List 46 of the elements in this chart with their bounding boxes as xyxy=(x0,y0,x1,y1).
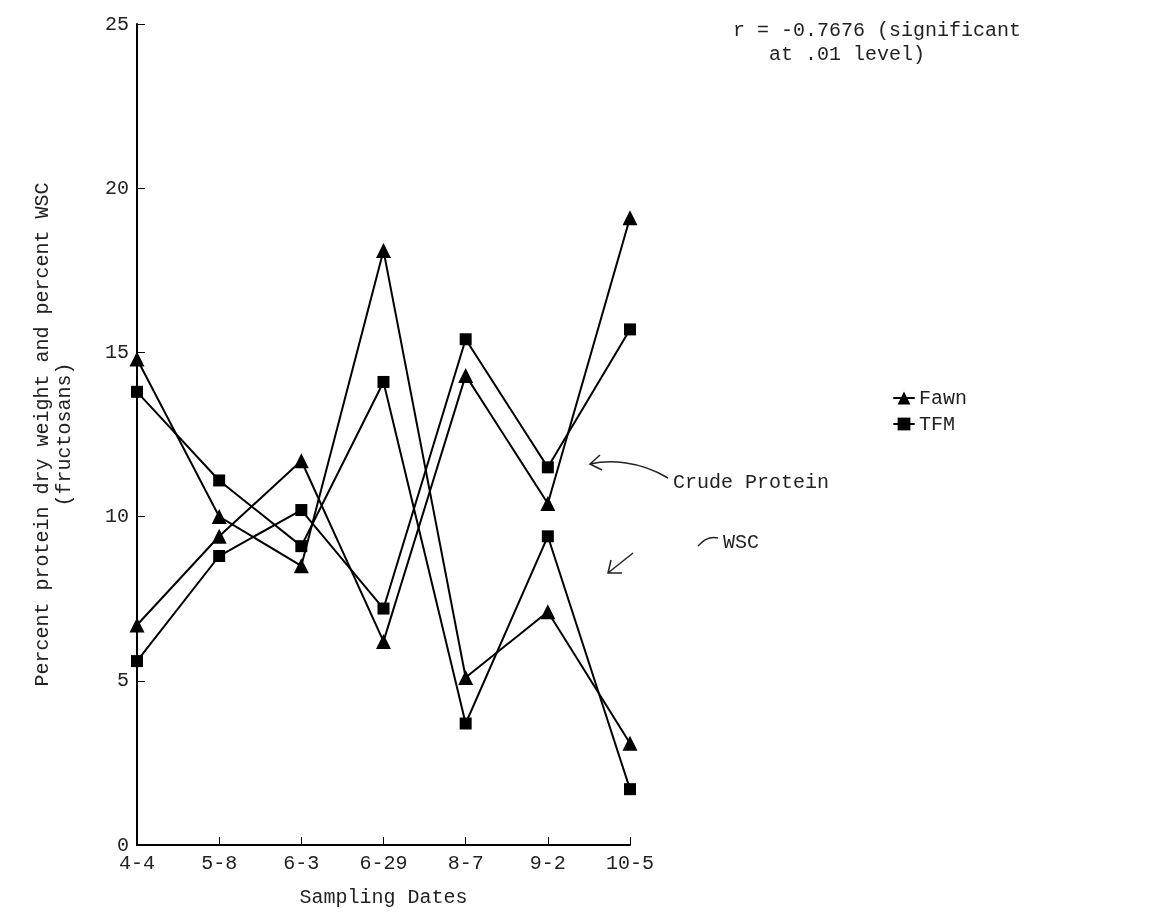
point xyxy=(624,783,636,796)
point xyxy=(540,604,556,620)
point xyxy=(295,504,308,517)
y-tick-label: 10 xyxy=(104,505,129,529)
text: r = -0.7676 (significant at .01 level) xyxy=(733,18,1022,66)
point xyxy=(458,670,474,686)
text: WSC xyxy=(723,530,760,554)
point xyxy=(129,617,145,633)
point xyxy=(293,558,309,574)
x-tick-label: 5-8 xyxy=(201,851,238,875)
point xyxy=(131,655,143,668)
x-tick-label: 6-29 xyxy=(359,851,408,875)
point xyxy=(540,495,556,511)
point xyxy=(213,474,226,487)
point xyxy=(376,243,391,259)
point xyxy=(293,453,309,469)
y-tick-label: 20 xyxy=(104,176,129,200)
x-tick-label: 8-7 xyxy=(447,851,484,875)
point xyxy=(129,351,145,367)
point xyxy=(459,333,472,346)
point xyxy=(211,528,227,544)
point xyxy=(458,367,474,383)
x-tick-label: 9-2 xyxy=(529,851,566,875)
point xyxy=(295,540,308,553)
y-tick-label: 5 xyxy=(116,669,129,693)
x-axis-title: Sampling Dates xyxy=(299,885,468,909)
point xyxy=(377,375,390,388)
x-tick-label: 10-5 xyxy=(605,851,655,875)
point xyxy=(624,323,636,336)
point xyxy=(131,385,143,398)
y-tick-label: 15 xyxy=(104,340,129,364)
legend-label: TFM xyxy=(919,412,956,436)
y-axis-title: Percent protein dry weight and percent WSC (fructosans) xyxy=(30,182,76,687)
point xyxy=(213,550,226,563)
point xyxy=(459,717,472,730)
text: Crude Protein xyxy=(673,470,830,494)
point xyxy=(622,735,638,751)
x-tick-label: 6-3 xyxy=(283,851,320,875)
point xyxy=(377,602,390,615)
point xyxy=(541,461,554,474)
y-tick-label: 25 xyxy=(104,12,129,36)
point xyxy=(211,509,227,525)
point xyxy=(376,633,391,649)
legend-label: Fawn xyxy=(919,386,968,410)
point xyxy=(622,210,638,226)
point xyxy=(541,530,554,543)
